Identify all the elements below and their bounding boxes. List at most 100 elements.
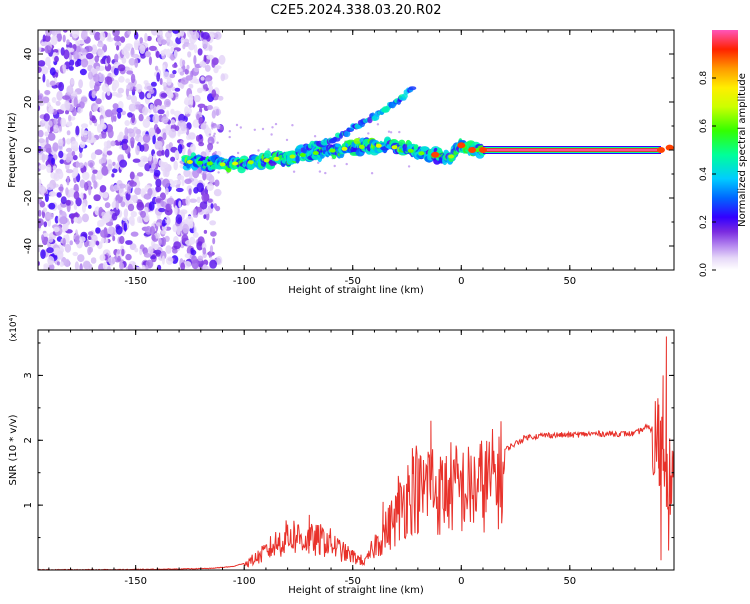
noise-blob bbox=[117, 111, 122, 119]
noise-blob bbox=[91, 44, 98, 55]
noise-blob bbox=[78, 48, 87, 53]
noise-blob bbox=[71, 30, 80, 39]
noise-blob bbox=[66, 85, 74, 96]
y-tick-label: 1 bbox=[23, 502, 34, 508]
noise-blob bbox=[80, 96, 88, 103]
noise-blob bbox=[58, 186, 64, 192]
noise-blob bbox=[62, 237, 66, 247]
noise-blob bbox=[285, 138, 289, 142]
noise-blob bbox=[42, 96, 50, 104]
noise-blob bbox=[173, 160, 178, 171]
noise-blob bbox=[174, 205, 178, 215]
noise-blob bbox=[119, 235, 125, 245]
noise-blob bbox=[64, 258, 70, 268]
noise-blob bbox=[203, 214, 207, 220]
noise-blob bbox=[170, 119, 176, 126]
spectrogram-y-label: Frequency (Hz) bbox=[7, 112, 18, 188]
y-tick-label: 20 bbox=[23, 96, 34, 109]
stable-band-peak bbox=[482, 149, 661, 151]
noise-blob bbox=[51, 157, 56, 165]
noise-blob bbox=[155, 178, 162, 188]
noise-blob bbox=[90, 152, 97, 161]
ridge-peak bbox=[219, 162, 226, 167]
noise-blob bbox=[118, 76, 125, 83]
noise-blob bbox=[156, 126, 160, 135]
noise-blob bbox=[144, 32, 148, 43]
ridge-peak bbox=[186, 160, 193, 164]
noise-blob bbox=[50, 191, 55, 196]
noise-blob bbox=[163, 98, 171, 108]
noise-blob bbox=[107, 163, 113, 171]
noise-blob bbox=[79, 68, 87, 76]
noise-blob bbox=[228, 135, 231, 139]
noise-blob bbox=[49, 80, 56, 86]
noise-blob bbox=[156, 150, 163, 157]
ridge-peak bbox=[196, 160, 203, 165]
noise-blob bbox=[169, 183, 176, 188]
noise-blob bbox=[198, 141, 205, 147]
noise-blob bbox=[152, 113, 160, 124]
noise-blob bbox=[387, 130, 391, 133]
noise-blob bbox=[126, 84, 130, 90]
noise-blob bbox=[193, 94, 201, 103]
noise-blob bbox=[144, 264, 149, 270]
noise-blob bbox=[116, 249, 121, 255]
spectrogram-x-ticks: -150 -100 -50 0 50 bbox=[48, 30, 658, 287]
noise-blob bbox=[193, 66, 200, 73]
noise-blob bbox=[324, 171, 327, 175]
x-tick-label: 50 bbox=[563, 576, 576, 587]
noise-blob bbox=[180, 77, 189, 85]
noise-blob bbox=[175, 184, 180, 189]
noise-blob bbox=[148, 45, 157, 52]
noise-blob bbox=[50, 35, 58, 46]
ridge-peak bbox=[431, 151, 440, 158]
noise-blob bbox=[101, 91, 105, 101]
noise-blob bbox=[54, 215, 59, 224]
noise-blob bbox=[162, 178, 170, 188]
x-tick-label: -50 bbox=[345, 276, 361, 287]
colorbar-tick-label: 0.4 bbox=[699, 167, 709, 182]
noise-blob bbox=[39, 201, 46, 208]
noise-blob bbox=[60, 196, 67, 205]
noise-blob bbox=[62, 64, 67, 70]
noise-blob bbox=[130, 73, 136, 84]
y-tick-label: -20 bbox=[23, 190, 34, 206]
noise-blob bbox=[69, 240, 73, 246]
noise-blob bbox=[188, 188, 192, 196]
noise-blob bbox=[94, 149, 103, 156]
noise-blob bbox=[45, 212, 54, 220]
noise-blob bbox=[53, 172, 58, 180]
noise-blob bbox=[79, 263, 83, 270]
noise-blob bbox=[52, 142, 59, 152]
noise-blob bbox=[184, 68, 189, 75]
noise-blob bbox=[160, 230, 167, 235]
noise-blob bbox=[174, 87, 181, 92]
noise-blob bbox=[114, 53, 119, 63]
noise-blob bbox=[200, 76, 205, 81]
noise-blob bbox=[112, 168, 118, 174]
noise-blob bbox=[82, 213, 89, 223]
noise-blob bbox=[161, 225, 167, 231]
noise-blob bbox=[38, 184, 46, 195]
noise-blob bbox=[191, 31, 200, 40]
noise-blob bbox=[203, 83, 208, 90]
noise-blob bbox=[63, 30, 68, 33]
noise-blob bbox=[117, 134, 121, 142]
noise-blob bbox=[389, 131, 393, 134]
noise-blob bbox=[182, 59, 186, 66]
noise-blob bbox=[124, 120, 130, 126]
colorbar-gradient bbox=[712, 30, 738, 270]
noise-blob bbox=[175, 36, 182, 45]
noise-blob bbox=[66, 138, 71, 145]
noise-blob bbox=[65, 147, 73, 153]
noise-blob bbox=[185, 239, 193, 246]
noise-blob bbox=[72, 251, 79, 257]
noise-blob bbox=[38, 138, 45, 144]
x-tick-label: 0 bbox=[458, 576, 464, 587]
noise-blob bbox=[55, 100, 61, 106]
noise-blob bbox=[192, 231, 199, 238]
noise-blob bbox=[125, 78, 130, 84]
noise-blob bbox=[188, 42, 195, 51]
noise-blob bbox=[183, 261, 192, 268]
